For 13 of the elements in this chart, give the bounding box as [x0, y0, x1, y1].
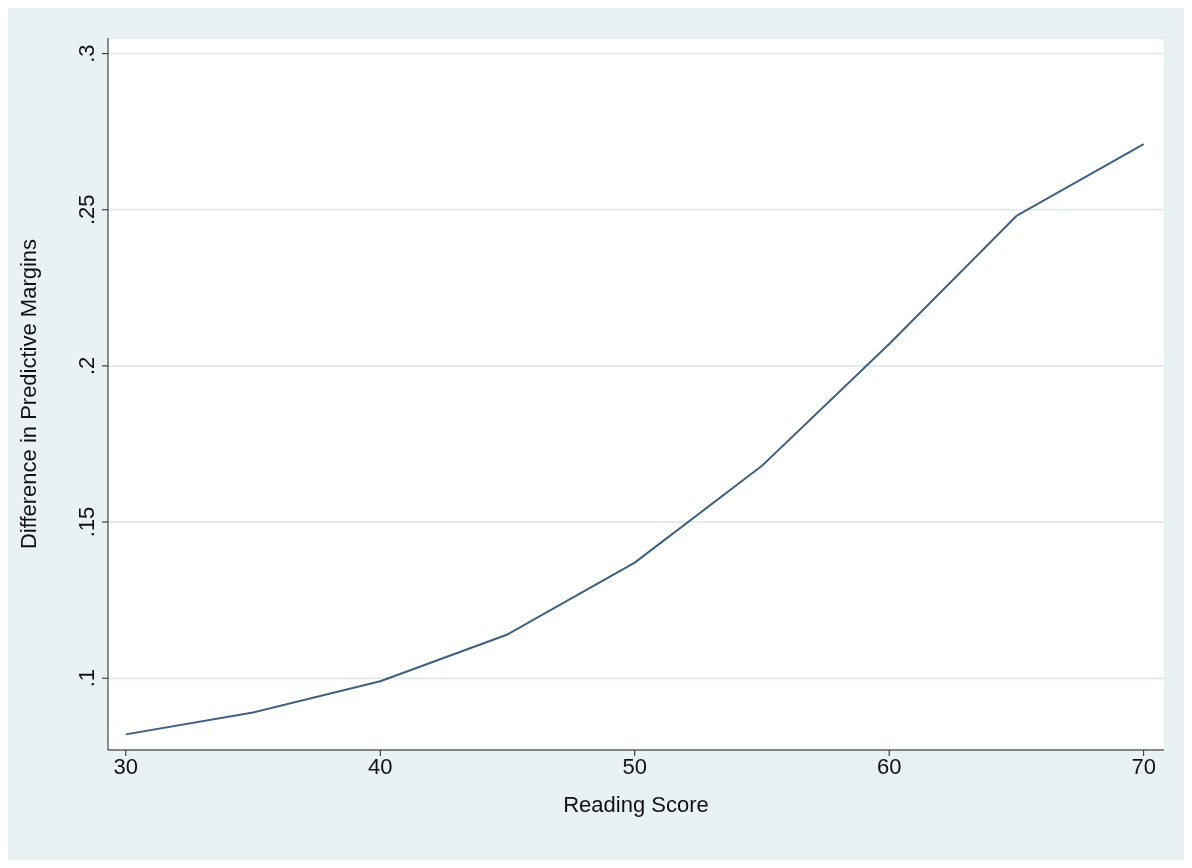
x-tick-label: 40 — [368, 753, 393, 779]
y-axis-title: Difference in Predictive Margins — [15, 238, 41, 550]
y-tick-label: .2 — [74, 356, 99, 376]
x-tick-label: 70 — [1131, 753, 1156, 779]
y-tick-label: .25 — [74, 194, 99, 226]
y-tick-label: .1 — [74, 669, 99, 688]
y-tick-label: .15 — [74, 506, 99, 538]
x-tick-label: 50 — [622, 753, 647, 779]
x-tick-label: 30 — [113, 753, 139, 779]
y-tick-label: .3 — [74, 44, 99, 63]
x-tick-label: 60 — [876, 753, 902, 779]
x-axis-title: Reading Score — [563, 792, 709, 817]
line-series — [124, 143, 1145, 736]
